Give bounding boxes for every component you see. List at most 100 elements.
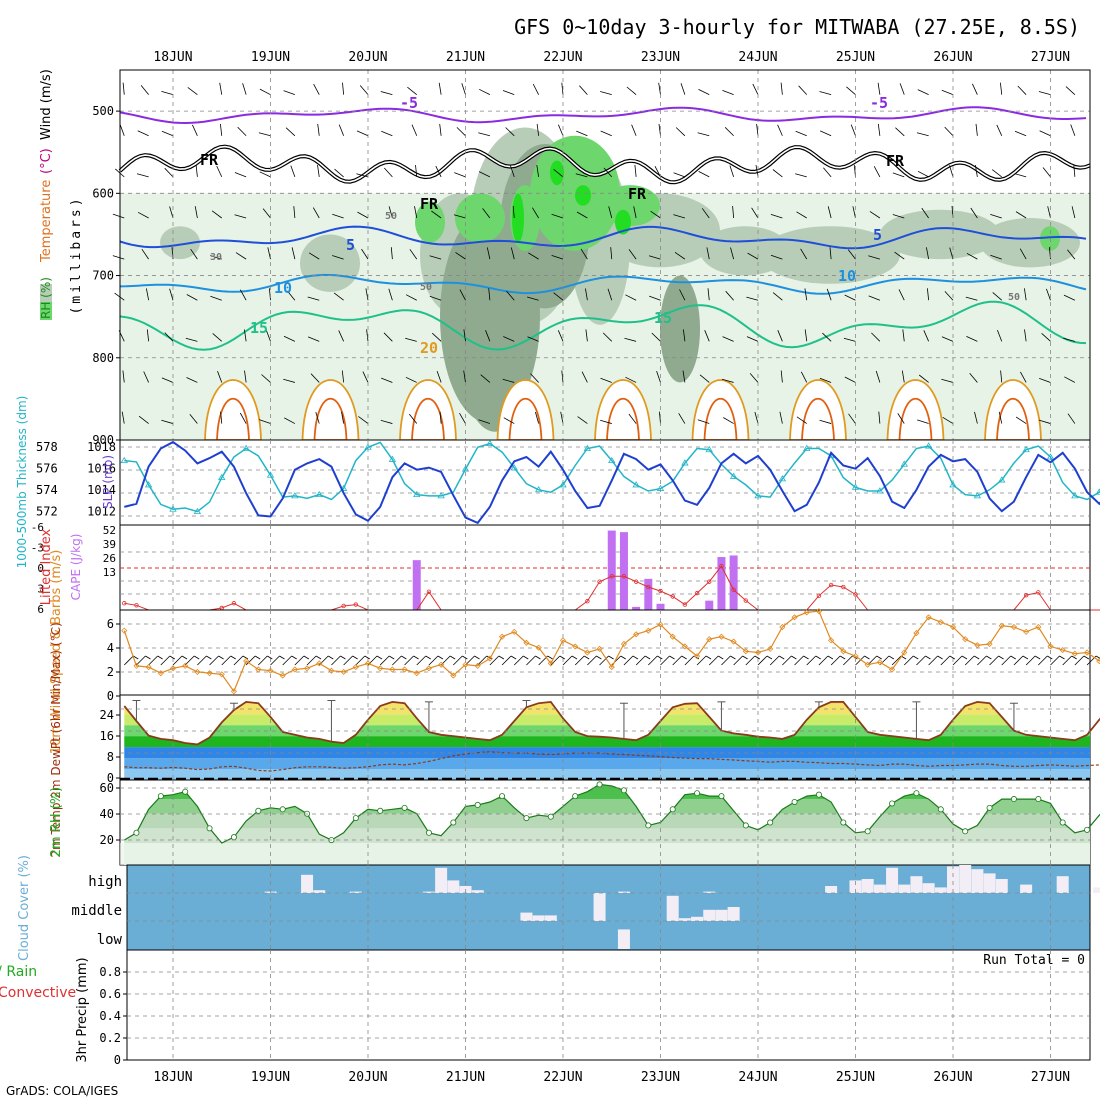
wind-barb <box>136 655 146 666</box>
thickness-point <box>900 460 908 467</box>
thickness-point <box>120 456 128 464</box>
wind-barb <box>649 295 661 301</box>
cloud-bar <box>1093 887 1100 893</box>
cloud-bar <box>727 907 740 921</box>
wind-barb-flag <box>535 655 541 660</box>
wind-barb-flag <box>949 655 956 660</box>
wind-barb <box>829 247 832 260</box>
lifted-index-point <box>597 579 602 584</box>
wind-barb <box>724 127 734 137</box>
wind-barb-flag <box>1010 655 1016 660</box>
wind-speed-point <box>1035 623 1042 631</box>
top-date-label: 18JUN <box>153 50 192 65</box>
top-date-axis: 18JUN 19JUN 20JUN 21JUN 22JUN 23JUN 24JUN 25JUN… <box>153 50 1070 65</box>
wind-barb <box>259 171 271 178</box>
rh-point <box>255 807 262 814</box>
wind-barb-flag <box>718 655 724 660</box>
wind-barb <box>532 207 539 219</box>
thickness-point <box>559 481 567 488</box>
warm-contour-25 <box>216 397 250 441</box>
wind-barb <box>307 336 320 342</box>
wind-barb <box>463 329 466 342</box>
wind-speed-point <box>145 664 152 671</box>
wind-barb <box>237 126 247 137</box>
wind-barb-flag <box>291 655 297 660</box>
wind-barb <box>658 82 661 95</box>
bottom-date-label: 21JUN <box>446 1070 485 1085</box>
wind-barb <box>819 91 832 96</box>
wind-speed-point <box>230 688 238 695</box>
wind-barb <box>431 210 442 219</box>
cape-ylabel: CAPE (J/kg) <box>69 534 83 601</box>
thickness-point <box>364 443 372 450</box>
wind-barb <box>871 332 881 342</box>
wind-speed-point <box>389 666 396 673</box>
wind-barb <box>485 330 491 342</box>
wind-barb-flag <box>364 655 371 660</box>
bottom-date-label: 22JUN <box>543 1070 582 1085</box>
wind-barb <box>1071 206 1076 219</box>
wind-barb <box>721 378 734 383</box>
wind-barb <box>503 336 515 342</box>
cape-tick-label: 26 <box>103 552 116 565</box>
lifted-index-point <box>694 590 700 596</box>
wind-barb <box>551 255 564 260</box>
wind-barb <box>625 376 637 383</box>
thickness-point <box>754 492 762 499</box>
y-tick-label: 600 <box>92 186 114 200</box>
cape-tick-label: 52 <box>103 524 116 537</box>
wind-barb <box>526 296 539 301</box>
wind-speed-point <box>986 640 993 648</box>
lifted-index-point <box>231 601 237 606</box>
wind-barb <box>429 255 442 260</box>
wind-barb <box>600 377 612 383</box>
lifted-index-point <box>1023 592 1029 598</box>
wind-barb <box>558 124 564 136</box>
lifted-index-point <box>134 603 139 608</box>
wind-barb <box>651 332 661 342</box>
rh-point <box>620 787 627 794</box>
wind-barb <box>161 419 174 424</box>
wind-barb <box>212 333 223 342</box>
wind-barb <box>456 127 466 137</box>
wind-legend-label: Wind (m/s) <box>39 69 54 140</box>
wind-barb <box>701 208 710 219</box>
thickness-point <box>413 490 421 498</box>
wind-barb <box>1067 249 1076 260</box>
wind-barb <box>161 377 174 383</box>
wind-barb <box>626 86 637 95</box>
wind-barb <box>453 214 466 219</box>
wind-barb <box>267 247 271 260</box>
wind-barb <box>599 655 609 666</box>
lifted-index-point <box>743 598 749 603</box>
wind-barb <box>221 655 232 666</box>
wind-barb-flag <box>742 655 748 660</box>
wind-barb-flag <box>401 655 407 660</box>
wind-barb <box>868 295 881 301</box>
wind-barb-flag <box>388 655 395 660</box>
wind-barb <box>164 332 174 342</box>
wind-barb <box>917 89 929 96</box>
wind-barb <box>486 247 491 260</box>
wind-barb <box>557 330 564 342</box>
wind-barb-flag <box>193 655 200 660</box>
cape-tick-label: 39 <box>103 538 116 551</box>
bottom-date-label: 26JUN <box>933 1070 972 1085</box>
wind-barb-flag <box>888 655 895 660</box>
y-tick-label: 40 <box>100 807 114 821</box>
wind-barb <box>749 373 759 383</box>
wind-barb <box>942 416 954 424</box>
wind-barb <box>1062 655 1072 666</box>
wind-barb <box>917 170 929 178</box>
cape-bar <box>717 557 726 610</box>
wind-barb <box>220 123 223 136</box>
isotherm-15 <box>119 300 1087 351</box>
wind-barb <box>438 82 442 95</box>
wind-barb <box>684 655 695 666</box>
rh-fill-patch <box>300 234 360 292</box>
wind-speed-point <box>742 648 749 655</box>
wind-barb <box>1042 167 1051 178</box>
wind-barb <box>875 370 881 383</box>
